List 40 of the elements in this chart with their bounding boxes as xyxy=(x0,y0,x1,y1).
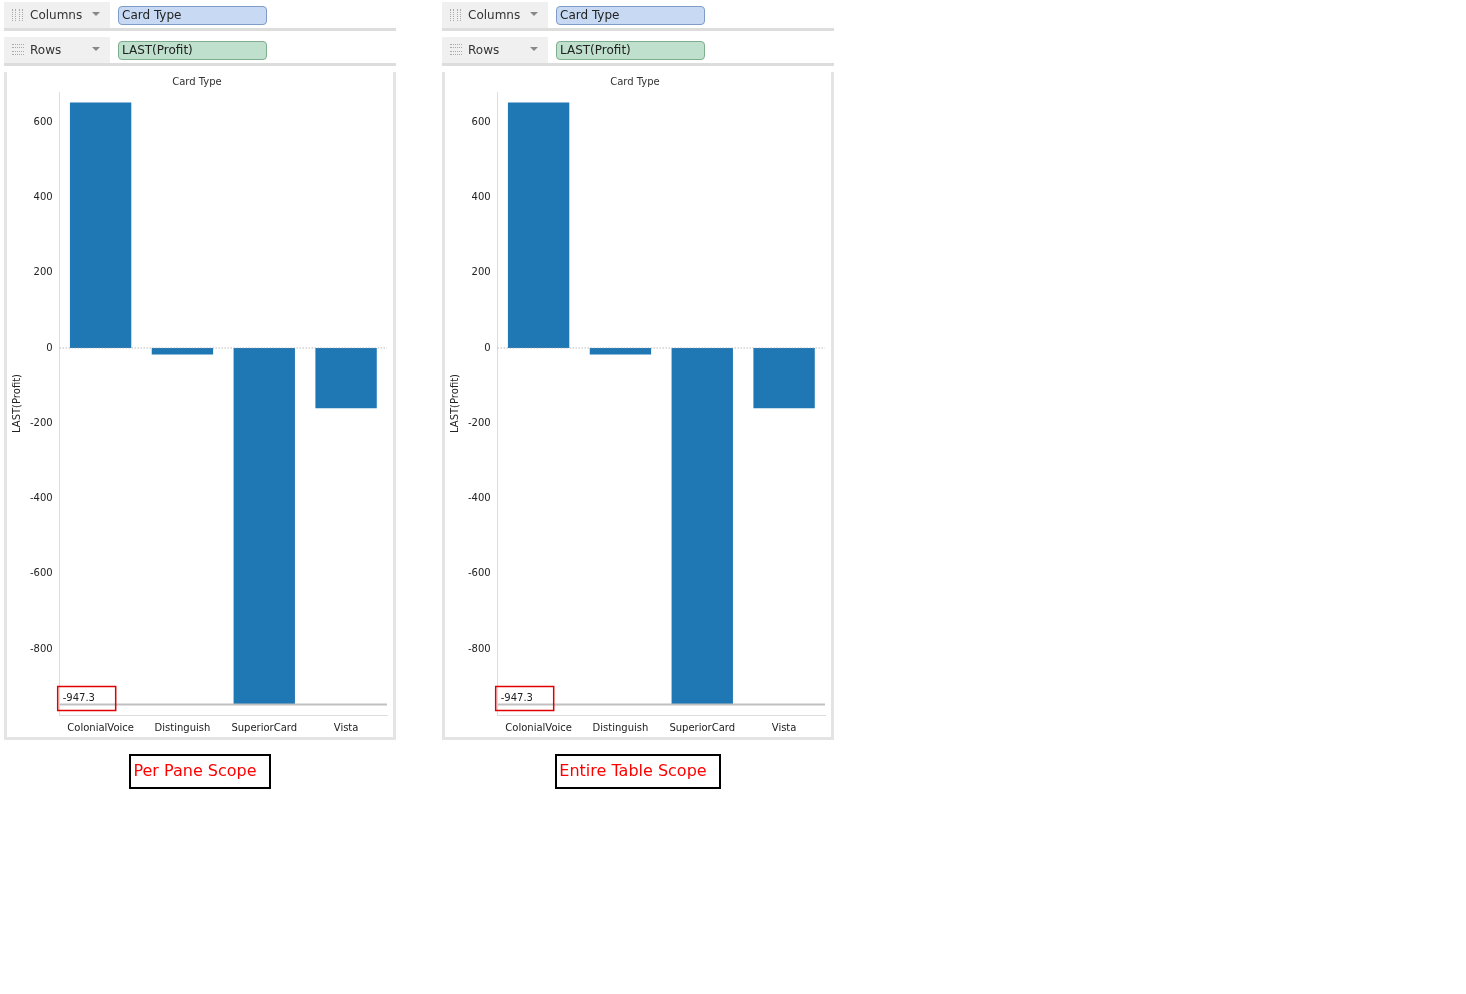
x-tick-label: ColonialVoice xyxy=(67,721,134,733)
text: Columns xyxy=(468,8,521,22)
text: LAST(Profit) xyxy=(118,40,267,60)
x-tick-label: Vista xyxy=(333,721,359,733)
y-tick-label: 400 xyxy=(471,191,491,202)
y-tick-label: -400 xyxy=(29,492,53,504)
text: Columns xyxy=(30,8,83,22)
x-tick-label: Distinguish xyxy=(154,721,211,733)
y-axis-title: LAST(Profit) xyxy=(448,373,460,433)
y-tick-label: 200 xyxy=(33,266,53,278)
x-tick-label: Vista xyxy=(771,721,797,733)
text: Card Type xyxy=(118,5,267,25)
text: Per Pane Scope xyxy=(129,754,271,789)
y-tick-label: 600 xyxy=(471,115,491,127)
y-tick-label: 0 xyxy=(46,341,53,353)
y-tick-label: 400 xyxy=(33,191,53,202)
chart-title: Card Type xyxy=(172,75,222,87)
x-tick-label: Distinguish xyxy=(592,721,649,733)
text: Card Type xyxy=(556,5,705,25)
ref-line-label: -947.3 xyxy=(500,692,533,704)
x-tick-label: ColonialVoice xyxy=(505,721,572,733)
text: Entire Table Scope xyxy=(555,754,721,789)
y-tick-label: -600 xyxy=(467,567,491,579)
y-tick-label: -600 xyxy=(29,567,53,579)
y-tick-label: -200 xyxy=(467,416,491,428)
y-tick-label: 0 xyxy=(484,341,491,353)
text: LAST(Profit) xyxy=(556,40,705,60)
y-tick-label: -800 xyxy=(467,642,491,654)
text: Rows xyxy=(468,43,500,57)
x-tick-label: SuperiorCard xyxy=(231,721,298,733)
y-axis-title: LAST(Profit) xyxy=(10,373,22,433)
y-tick-label: 600 xyxy=(33,115,53,127)
x-tick-label: SuperiorCard xyxy=(669,721,736,733)
chart-title: Card Type xyxy=(610,75,660,87)
text: Rows xyxy=(30,43,62,57)
y-tick-label: -200 xyxy=(29,416,53,428)
y-tick-label: -800 xyxy=(29,642,53,654)
y-tick-label: -400 xyxy=(467,492,491,504)
ref-line-label: -947.3 xyxy=(62,692,95,704)
y-tick-label: 200 xyxy=(471,266,491,278)
